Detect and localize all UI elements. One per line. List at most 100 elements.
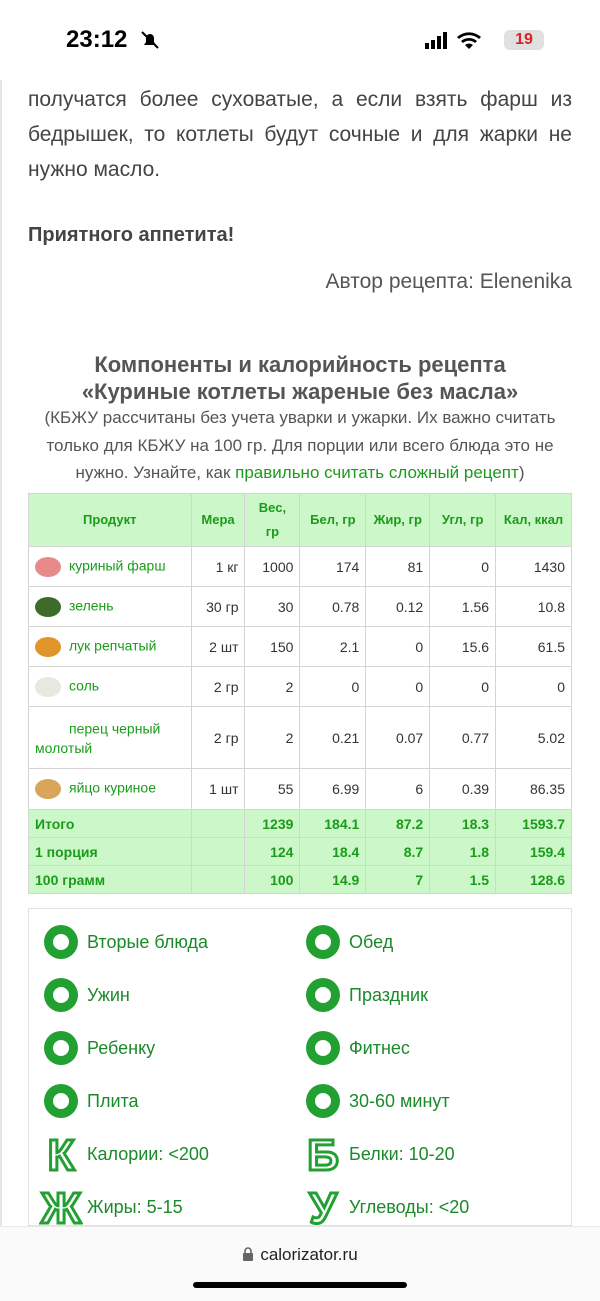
header-cell: Кал, ккал: [495, 493, 572, 547]
cell: 0.77: [429, 706, 497, 769]
cell: 30: [244, 586, 301, 627]
cell-text: 6.99: [332, 781, 360, 797]
cell: 1000: [244, 546, 301, 587]
product-icon: [35, 676, 61, 697]
cell-text: 1593.7: [522, 815, 565, 832]
cell-text: 128.6: [529, 871, 565, 888]
section-title: «Куриные котлеты жареные без масла»: [81, 379, 519, 404]
row: перец черный молотый 2 гр 2 0.21 0.07 0.77 5.0…: [28, 706, 572, 769]
product-icon: [35, 556, 61, 577]
cell: 0.78: [299, 586, 367, 627]
product-icon: [35, 636, 61, 657]
cell-text: 87.2: [395, 815, 424, 832]
total-cell: 1593.7: [495, 809, 572, 838]
tag-icon-shape: [53, 934, 69, 950]
tag-label: Обед: [349, 932, 394, 952]
cell-text: 0.12: [395, 598, 424, 615]
cell: 1430: [495, 546, 572, 587]
home-indicator: [193, 1282, 407, 1288]
header-cell: Вес, гр: [244, 493, 301, 547]
product-cell: перец черный молотый: [28, 706, 192, 769]
cell: 0.07: [365, 706, 431, 769]
note-link[interactable]: правильно считать сложный рецепт: [235, 463, 519, 482]
tag-label: Ужин: [87, 985, 130, 1005]
cell-text: 0.39: [461, 781, 490, 797]
cell-text: 174: [335, 558, 360, 575]
total-cell: [190, 837, 246, 866]
tag-icon: [306, 1084, 340, 1118]
tag: Праздник: [301, 971, 551, 1019]
cell-text: 1430: [533, 558, 565, 575]
cell: 0: [429, 546, 497, 587]
header-cell: Бел, гр: [299, 493, 367, 547]
header-cell: Мера: [190, 493, 246, 547]
header-cell: Угл, гр: [429, 493, 497, 547]
cell: 1.56: [429, 586, 497, 627]
lock-icon: [243, 1247, 254, 1261]
tag-icon-shape: [53, 1040, 69, 1056]
url: calorizator.ru: [0, 1245, 600, 1265]
tag-icon: [306, 925, 340, 959]
total-cell: 100 грамм: [28, 865, 192, 894]
total-cell: 8.7: [365, 837, 431, 866]
total-cell: Итого: [28, 809, 192, 838]
cell-text: 5.02: [537, 729, 565, 746]
cell: 2 шт: [190, 626, 246, 667]
row: яйцо куриное 1 шт 55 6.99 6 0.39 86.35: [28, 768, 572, 810]
tag-label: Жиры: 5-15: [87, 1197, 183, 1217]
tag: Вторые блюда: [39, 918, 289, 966]
tag-letter: К: [48, 1131, 75, 1178]
product-name: соль: [69, 677, 100, 694]
product-icon: [35, 779, 61, 799]
cell-text: 1.56: [461, 598, 490, 615]
cell: 0.21: [299, 706, 367, 769]
product-name: перец черный молотый: [35, 720, 161, 756]
cell-text: 0.77: [461, 729, 490, 746]
row: соль 2 гр 2 0 0 0 0: [28, 666, 572, 707]
tag: У Углеводы: <20: [301, 1183, 551, 1231]
cell-text: 2: [285, 729, 294, 746]
total-cell: 1239: [244, 809, 301, 838]
nutrition-table: Продукт Мера Вес, гр Бел, гр Жир, гр Угл, гр К…: [28, 493, 572, 894]
total-cell: 100: [244, 865, 301, 894]
cell-text: 55: [277, 781, 294, 797]
cell-text: 0: [415, 678, 424, 695]
tag: Б Белки: 10-20: [301, 1130, 551, 1178]
cell-text: 1 порция: [35, 843, 98, 860]
cell-text: 1239: [262, 815, 294, 832]
cell-text: 30 гр: [206, 598, 239, 615]
product-cell: яйцо куриное: [28, 768, 192, 810]
header-cell: Жир, гр: [365, 493, 431, 547]
total-cell: 18.4: [299, 837, 367, 866]
cell-text: 0.78: [332, 598, 360, 615]
row: зелень 30 гр 30 0.78 0.12 1.56 10.8: [28, 586, 572, 627]
tag: Обед: [301, 918, 551, 966]
cell: 2.1: [299, 626, 367, 667]
cell-text: 0: [557, 678, 565, 695]
total-cell: 14.9: [299, 865, 367, 894]
product-cell: соль: [28, 666, 192, 707]
tag-letter: У: [309, 1184, 337, 1231]
cell-text: 18.4: [332, 843, 360, 860]
signal-wifi: [425, 32, 481, 49]
cell-text: 0: [481, 558, 490, 575]
tag-icon-shape: [315, 1040, 331, 1056]
cell-text: 2.1: [339, 638, 360, 655]
tag-icon-shape: [53, 987, 69, 1003]
cell-text: 0.21: [332, 729, 360, 746]
tag-icon: [306, 1031, 340, 1065]
cell-text: 15.6: [461, 638, 490, 655]
note: (КБЖУ рассчитаны без учета уварки и ужар…: [28, 404, 572, 487]
page-border: [0, 80, 600, 1226]
total-cell: [190, 865, 246, 894]
cell: 10.8: [495, 586, 572, 627]
tag-icon: [44, 1084, 78, 1118]
cell-text: 2 гр: [213, 678, 239, 695]
cell: 1 кг: [190, 546, 246, 587]
product-cell: куриный фарш: [28, 546, 192, 587]
header-cell: Продукт: [28, 493, 192, 547]
tag: К Калории: <200: [39, 1130, 289, 1178]
tag-letter: Ж: [40, 1184, 81, 1231]
cell-text: 1 кг: [215, 558, 239, 575]
